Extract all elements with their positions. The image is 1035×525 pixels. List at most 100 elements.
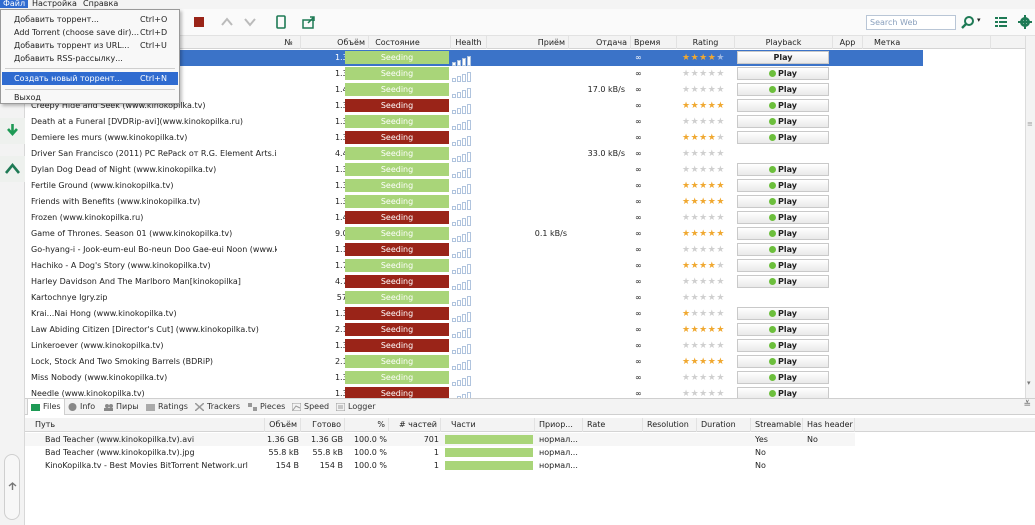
rating-star-icon[interactable]: ★ bbox=[716, 229, 725, 239]
file-row[interactable]: KinoKopilka.tv - Best Movies BitTorrent … bbox=[25, 459, 855, 472]
play-button[interactable]: Play bbox=[737, 211, 829, 224]
torrent-rating[interactable]: ★★★★★ bbox=[682, 242, 734, 258]
file-priority[interactable]: нормал... bbox=[539, 448, 578, 457]
play-button[interactable]: Play bbox=[737, 339, 829, 352]
col-size[interactable]: Объём bbox=[301, 36, 369, 49]
play-button[interactable]: Play bbox=[737, 307, 829, 320]
rating-star-icon[interactable]: ★ bbox=[690, 261, 700, 271]
rating-star-icon[interactable]: ★ bbox=[690, 117, 700, 127]
col-app[interactable]: App bbox=[833, 36, 863, 49]
torrent-rating[interactable]: ★★★★★ bbox=[682, 322, 734, 338]
col-upload[interactable]: Отдача bbox=[569, 36, 631, 49]
rating-star-icon[interactable]: ★ bbox=[690, 85, 700, 95]
rating-star-icon[interactable]: ★ bbox=[690, 197, 700, 207]
tab-trackers[interactable]: Trackers bbox=[192, 399, 244, 415]
rating-star-icon[interactable]: ★ bbox=[707, 133, 717, 143]
rating-star-icon[interactable]: ★ bbox=[690, 133, 700, 143]
rating-star-icon[interactable]: ★ bbox=[690, 245, 700, 255]
rating-star-icon[interactable]: ★ bbox=[707, 101, 717, 111]
rating-star-icon[interactable]: ★ bbox=[682, 85, 691, 95]
rating-star-icon[interactable]: ★ bbox=[690, 53, 700, 63]
rating-star-icon[interactable]: ★ bbox=[682, 213, 691, 223]
torrent-rating[interactable]: ★★★★★ bbox=[682, 130, 734, 146]
play-button[interactable]: Play bbox=[737, 83, 829, 96]
rating-star-icon[interactable]: ★ bbox=[716, 53, 725, 63]
rating-star-icon[interactable]: ★ bbox=[707, 373, 717, 383]
rating-star-icon[interactable]: ★ bbox=[682, 309, 691, 319]
rating-star-icon[interactable]: ★ bbox=[699, 389, 708, 398]
rating-star-icon[interactable]: ★ bbox=[690, 101, 700, 111]
rating-star-icon[interactable]: ★ bbox=[690, 181, 700, 191]
rating-star-icon[interactable]: ★ bbox=[699, 277, 708, 287]
torrent-rating[interactable]: ★★★★★ bbox=[682, 290, 734, 306]
rating-star-icon[interactable]: ★ bbox=[707, 277, 717, 287]
play-button[interactable]: Play bbox=[737, 227, 829, 240]
rating-star-icon[interactable]: ★ bbox=[707, 261, 717, 271]
rating-star-icon[interactable]: ★ bbox=[699, 85, 708, 95]
play-button[interactable]: Play bbox=[737, 179, 829, 192]
rating-star-icon[interactable]: ★ bbox=[682, 117, 691, 127]
rating-star-icon[interactable]: ★ bbox=[716, 309, 725, 319]
file-priority[interactable]: нормал... bbox=[539, 435, 578, 444]
fcol-streamable[interactable]: Streamable bbox=[751, 418, 803, 432]
torrent-rating[interactable]: ★★★★★ bbox=[682, 354, 734, 370]
rating-star-icon[interactable]: ★ bbox=[699, 293, 708, 303]
rating-star-icon[interactable]: ★ bbox=[682, 277, 691, 287]
torrent-rating[interactable]: ★★★★★ bbox=[682, 210, 734, 226]
torrent-row[interactable]: Hachiko - A Dog's Story (www.kinokopilka… bbox=[25, 258, 923, 274]
torrent-rating[interactable]: ★★★★★ bbox=[682, 370, 734, 386]
torrent-row[interactable]: Linkeroever (www.kinokopilka.tv)1.37 GBS… bbox=[25, 338, 923, 354]
torrent-row[interactable]: Dylan Dog Dead of Night (www.kinokopilka… bbox=[25, 162, 923, 178]
rating-star-icon[interactable]: ★ bbox=[707, 149, 717, 159]
torrent-rating[interactable]: ★★★★★ bbox=[682, 178, 734, 194]
rating-star-icon[interactable]: ★ bbox=[707, 389, 717, 398]
rating-star-icon[interactable]: ★ bbox=[699, 69, 708, 79]
share-icon[interactable] bbox=[302, 15, 316, 29]
rating-star-icon[interactable]: ★ bbox=[707, 245, 717, 255]
torrent-row[interactable]: Go-hyang-i - Jook-eum-eul Bo-neun Doo Ga… bbox=[25, 242, 923, 258]
rating-star-icon[interactable]: ★ bbox=[699, 213, 708, 223]
torrent-row[interactable]: Frozen (www.kinokopilka.ru)1.45 GBSeedin… bbox=[25, 210, 923, 226]
rating-star-icon[interactable]: ★ bbox=[716, 357, 725, 367]
col-rating[interactable]: Rating bbox=[677, 36, 735, 49]
rating-star-icon[interactable]: ★ bbox=[682, 229, 691, 239]
torrent-rating[interactable]: ★★★★★ bbox=[682, 82, 734, 98]
rating-star-icon[interactable]: ★ bbox=[707, 181, 717, 191]
col-number[interactable]: № bbox=[277, 36, 301, 49]
rating-star-icon[interactable]: ★ bbox=[690, 389, 700, 398]
play-button[interactable]: Play bbox=[737, 163, 829, 176]
menu-file[interactable]: Файл bbox=[0, 0, 29, 8]
fcol-pieces[interactable]: Части bbox=[441, 418, 535, 432]
rating-star-icon[interactable]: ★ bbox=[716, 373, 725, 383]
fcol-path[interactable]: Путь bbox=[25, 418, 265, 432]
rating-star-icon[interactable]: ★ bbox=[699, 261, 708, 271]
rating-star-icon[interactable]: ★ bbox=[716, 149, 725, 159]
rating-star-icon[interactable]: ★ bbox=[716, 261, 725, 271]
rating-star-icon[interactable]: ★ bbox=[699, 149, 708, 159]
settings-gear-icon[interactable] bbox=[1018, 15, 1032, 29]
rating-star-icon[interactable]: ★ bbox=[682, 341, 691, 351]
rating-star-icon[interactable]: ★ bbox=[690, 165, 700, 175]
torrent-list-scrollbar[interactable]: ≡ ▾ bbox=[1025, 36, 1035, 398]
torrent-row[interactable]: Creepy Hide and Seek (www.kinokopilka.tv… bbox=[25, 98, 923, 114]
collapse-panel-icon[interactable]: ≚ bbox=[1023, 400, 1031, 410]
torrent-row[interactable]: Demiere les murs (www.kinokopilka.tv) 1.3… bbox=[25, 130, 923, 146]
rating-star-icon[interactable]: ★ bbox=[716, 389, 725, 398]
rating-star-icon[interactable]: ★ bbox=[699, 357, 708, 367]
rating-star-icon[interactable]: ★ bbox=[699, 341, 708, 351]
rating-star-icon[interactable]: ★ bbox=[682, 133, 691, 143]
list-view-icon[interactable] bbox=[994, 15, 1008, 29]
rating-star-icon[interactable]: ★ bbox=[682, 101, 691, 111]
rating-star-icon[interactable]: ★ bbox=[707, 341, 717, 351]
play-button[interactable]: Play bbox=[737, 259, 829, 272]
downloads-button[interactable] bbox=[0, 118, 25, 144]
rating-star-icon[interactable]: ★ bbox=[707, 197, 717, 207]
rating-star-icon[interactable]: ★ bbox=[690, 229, 700, 239]
tab-logger[interactable]: Logger bbox=[333, 399, 379, 415]
rating-star-icon[interactable]: ★ bbox=[699, 181, 708, 191]
rating-star-icon[interactable]: ★ bbox=[716, 197, 725, 207]
rating-star-icon[interactable]: ★ bbox=[682, 293, 691, 303]
menu-item-add-torrent-choose-dir[interactable]: Add Torrent (choose save dir)... Ctrl+D bbox=[2, 26, 178, 39]
rating-star-icon[interactable]: ★ bbox=[716, 181, 725, 191]
fcol-resolution[interactable]: Resolution bbox=[643, 418, 697, 432]
